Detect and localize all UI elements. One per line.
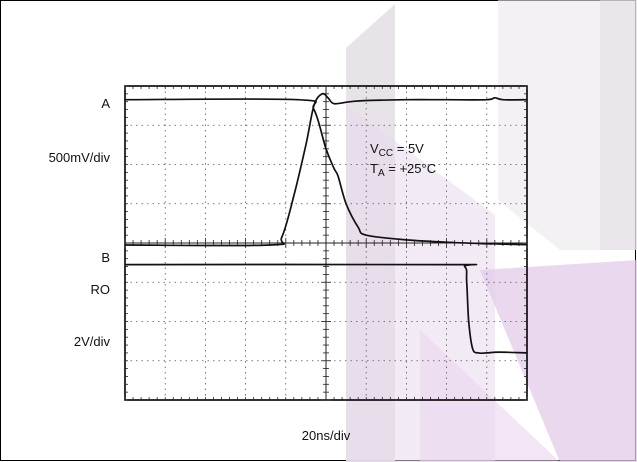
watermark-logo	[346, 0, 637, 462]
channel-label-a: A	[101, 96, 110, 111]
scale-label-a: 500mV/div	[49, 150, 111, 165]
trace-ro	[124, 263, 528, 355]
trace-b	[124, 92, 528, 247]
x-axis-label: 20ns/div	[302, 428, 351, 443]
channel-label-ro: RO	[91, 282, 111, 297]
vcc-annotation: VCC = 5V	[370, 141, 424, 159]
traces	[124, 92, 528, 355]
ta-annotation: TA = +25°C	[370, 161, 436, 179]
scale-label-ro: 2V/div	[74, 334, 111, 349]
channel-label-b: B	[101, 250, 110, 265]
